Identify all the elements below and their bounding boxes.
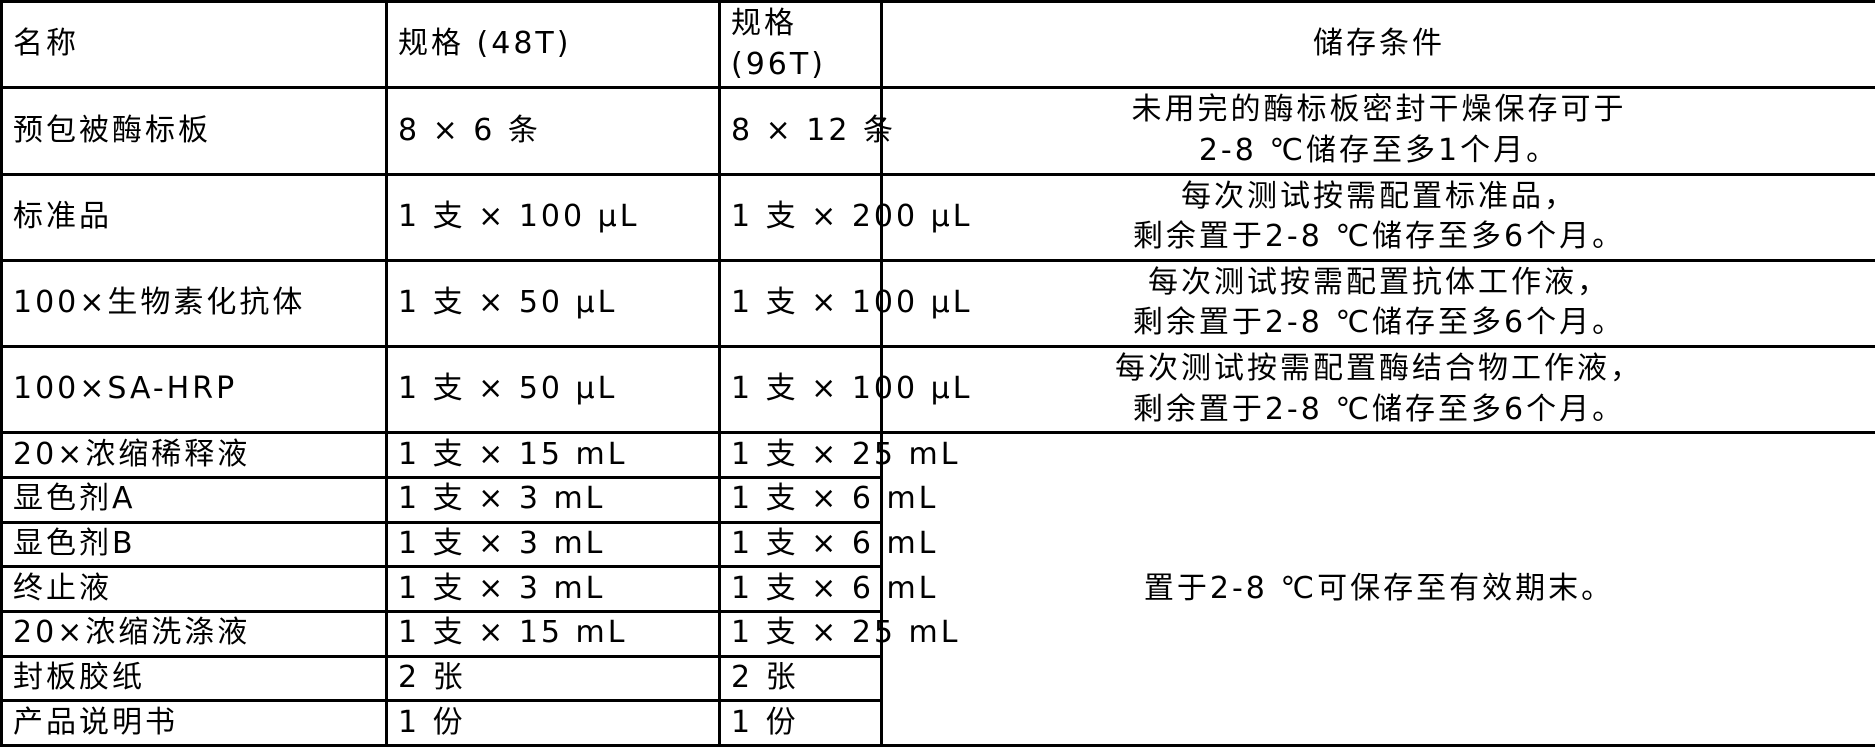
table-row: 产品说明书 1 份 1 份 (0, 699, 1875, 747)
component-spec-96t: 1 份 (718, 699, 883, 747)
table-row: 显色剂A 1 支 × 3 mL 1 支 × 6 mL (0, 475, 1875, 524)
component-spec-48t: 1 支 × 3 mL (385, 565, 721, 613)
table-row: 20×浓缩稀释液 1 支 × 15 mL 1 支 × 25 mL 置于2-8 ℃… (0, 431, 1875, 747)
component-spec-48t: 8 × 6 条 (385, 86, 721, 176)
component-spec-48t: 1 支 × 15 mL (385, 609, 721, 658)
component-spec-48t: 1 支 × 100 μL (385, 172, 721, 262)
component-name: 显色剂B (0, 520, 388, 569)
component-spec-48t: 1 支 × 3 mL (385, 520, 721, 569)
component-name: 100×生物素化抗体 (0, 258, 388, 349)
storage-line: 剩余置于2-8 ℃储存至多6个月。 (1132, 219, 1626, 255)
component-spec-96t: 1 支 × 25 mL (718, 431, 957, 479)
column-header-spec-48t: 规格 (48T) (385, 0, 721, 90)
component-spec-96t: 1 支 × 25 mL (718, 609, 957, 658)
component-spec-48t: 1 支 × 50 μL (385, 258, 721, 349)
storage-line: 未用完的酶标板密封干燥保存可于 (1131, 92, 1627, 128)
component-name: 封板胶纸 (0, 654, 388, 703)
table-row: 预包被酶标板 8 × 6 条 8 × 12 条 未用完的酶标板密封干燥保存可于 … (0, 86, 1875, 176)
component-spec-48t: 1 支 × 15 mL (385, 431, 721, 479)
table-row: 终止液 1 支 × 3 mL 1 支 × 6 mL (0, 565, 1875, 613)
storage-line: 每次测试按需配置标准品， (1181, 178, 1577, 214)
component-spec-96t: 1 支 × 200 μL (718, 172, 969, 262)
component-spec-96t: 2 张 (718, 654, 883, 703)
component-spec-48t: 2 张 (385, 654, 721, 703)
table-row: 标准品 1 支 × 100 μL 1 支 × 200 μL 每次测试按需配置标准… (0, 172, 1875, 262)
table-row: 100×SA-HRP 1 支 × 50 μL 1 支 × 100 μL 每次测试… (0, 344, 1875, 435)
storage-line: 剩余置于2-8 ℃储存至多6个月。 (1132, 305, 1626, 341)
table-row: 封板胶纸 2 张 2 张 (0, 654, 1875, 703)
table-row: 显色剂B 1 支 × 3 mL 1 支 × 6 mL (0, 520, 1875, 569)
component-spec-96t: 8 × 12 条 (718, 86, 893, 176)
component-spec-48t: 1 支 × 50 μL (385, 344, 721, 435)
component-spec-96t: 1 支 × 100 μL (718, 258, 969, 349)
component-storage-condition: 未用完的酶标板密封干燥保存可于 2-8 ℃储存至多1个月。 (880, 86, 1875, 176)
component-name: 预包被酶标板 (0, 86, 388, 176)
component-name: 终止液 (0, 565, 388, 613)
column-header-spec-96t: 规格 (96T) (718, 0, 883, 90)
component-spec-96t: 1 支 × 100 μL (718, 344, 969, 435)
component-name: 20×浓缩稀释液 (0, 431, 388, 479)
storage-line: 2-8 ℃储存至多1个月。 (1198, 132, 1560, 168)
component-name: 20×浓缩洗涤液 (0, 609, 388, 658)
component-name: 标准品 (0, 172, 388, 262)
table-row: 100×生物素化抗体 1 支 × 50 μL 1 支 × 100 μL 每次测试… (0, 258, 1875, 349)
component-name: 显色剂A (0, 475, 388, 524)
table-header-row: 名称 规格 (48T) 规格 (96T) 储存条件 (0, 0, 1875, 90)
merged-storage-condition: 置于2-8 ℃可保存至有效期末。 (880, 431, 1875, 747)
component-storage-condition: 每次测试按需配置抗体工作液， 剩余置于2-8 ℃储存至多6个月。 (880, 258, 1875, 349)
storage-line: 每次测试按需配置酶结合物工作液， (1115, 351, 1643, 387)
component-spec-48t: 1 支 × 3 mL (385, 475, 721, 524)
storage-line: 剩余置于2-8 ℃储存至多6个月。 (1132, 391, 1626, 427)
component-storage-condition: 每次测试按需配置标准品， 剩余置于2-8 ℃储存至多6个月。 (880, 172, 1875, 262)
component-spec-96t: 1 支 × 6 mL (718, 475, 935, 524)
component-spec-96t: 1 支 × 6 mL (718, 520, 935, 569)
component-spec-96t: 1 支 × 6 mL (718, 565, 935, 613)
table-row: 20×浓缩洗涤液 1 支 × 15 mL 1 支 × 25 mL (0, 609, 1875, 658)
component-name: 100×SA-HRP (0, 344, 388, 435)
column-header-storage-conditions: 储存条件 (880, 0, 1875, 90)
component-spec-48t: 1 份 (385, 699, 721, 747)
component-storage-condition: 每次测试按需配置酶结合物工作液， 剩余置于2-8 ℃储存至多6个月。 (880, 344, 1875, 435)
component-name: 产品说明书 (0, 699, 388, 747)
storage-line: 每次测试按需配置抗体工作液， (1148, 264, 1610, 300)
column-header-name: 名称 (0, 0, 388, 90)
